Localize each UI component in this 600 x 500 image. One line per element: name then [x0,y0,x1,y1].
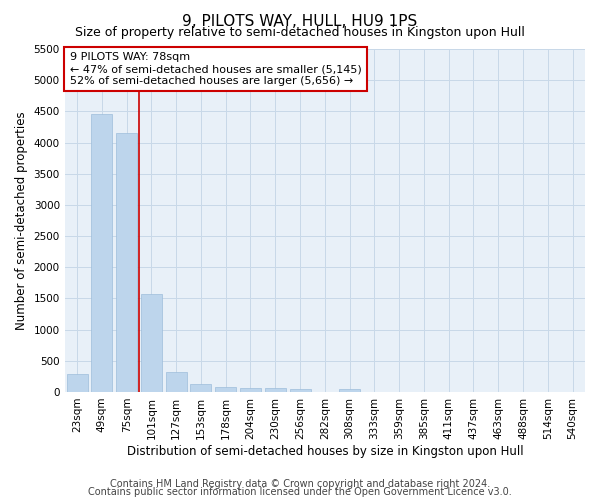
X-axis label: Distribution of semi-detached houses by size in Kingston upon Hull: Distribution of semi-detached houses by … [127,444,523,458]
Text: Size of property relative to semi-detached houses in Kingston upon Hull: Size of property relative to semi-detach… [75,26,525,39]
Bar [190,384,211,392]
Bar [339,389,360,392]
Bar [290,388,311,392]
Y-axis label: Number of semi-detached properties: Number of semi-detached properties [15,111,28,330]
Bar [67,374,88,392]
Bar [166,372,187,392]
Bar [240,388,261,392]
Text: Contains public sector information licensed under the Open Government Licence v3: Contains public sector information licen… [88,487,512,497]
Text: Contains HM Land Registry data © Crown copyright and database right 2024.: Contains HM Land Registry data © Crown c… [110,479,490,489]
Bar [91,114,112,392]
Bar [141,294,162,392]
Text: 9 PILOTS WAY: 78sqm
← 47% of semi-detached houses are smaller (5,145)
52% of sem: 9 PILOTS WAY: 78sqm ← 47% of semi-detach… [70,52,362,86]
Bar [265,388,286,392]
Bar [215,387,236,392]
Text: 9, PILOTS WAY, HULL, HU9 1PS: 9, PILOTS WAY, HULL, HU9 1PS [182,14,418,29]
Bar [116,133,137,392]
